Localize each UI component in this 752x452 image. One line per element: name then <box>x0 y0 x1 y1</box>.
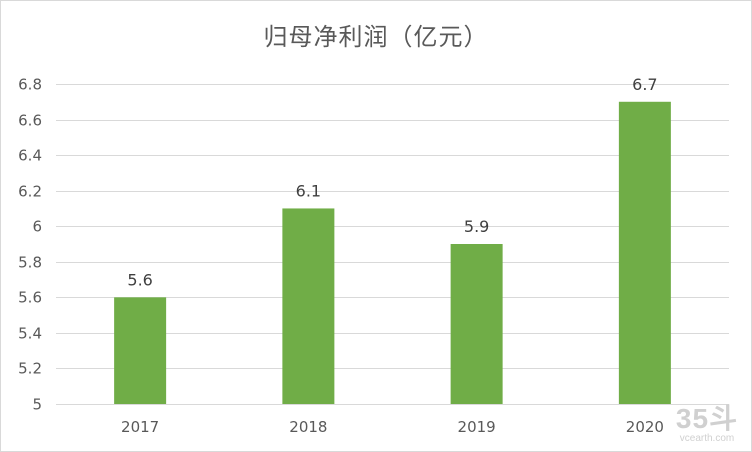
bar <box>114 297 167 404</box>
y-tick-label: 6.4 <box>18 147 42 165</box>
x-tick-label: 2018 <box>289 418 327 436</box>
bar <box>282 208 335 404</box>
chart-title: 归母净利润（亿元） <box>263 23 489 51</box>
y-tick-label: 5.6 <box>18 289 42 307</box>
labels: 5 5.2 5.4 5.6 5.8 6 6.2 6.4 6.6 6.8 5.6 2017 6.1 2018… <box>18 75 664 436</box>
data-label: 6.7 <box>632 75 657 94</box>
data-label: 5.6 <box>127 270 152 289</box>
y-tick-label: 6.8 <box>18 76 42 94</box>
y-tick-label: 6 <box>32 218 42 236</box>
x-tick-label: 2017 <box>121 418 159 436</box>
data-label: 6.1 <box>296 181 321 200</box>
bar <box>618 101 671 405</box>
y-tick-label: 6.6 <box>18 112 42 130</box>
y-tick-label: 5.2 <box>18 360 42 378</box>
y-tick-label: 6.2 <box>18 183 42 201</box>
watermark-logo: 35斗 vcearth.com <box>675 405 739 445</box>
bars <box>114 101 671 405</box>
x-tick-label: 2019 <box>458 418 496 436</box>
y-tick-label: 5 <box>32 396 42 414</box>
gridlines <box>56 84 729 405</box>
bar <box>450 244 503 404</box>
watermark-sub: vcearth.com <box>679 433 735 444</box>
y-tick-label: 5.4 <box>18 325 42 343</box>
y-tick-label: 5.8 <box>18 254 42 272</box>
data-label: 5.9 <box>464 217 489 236</box>
x-tick-label: 2020 <box>626 418 664 436</box>
watermark-main: 35斗 <box>675 403 739 434</box>
